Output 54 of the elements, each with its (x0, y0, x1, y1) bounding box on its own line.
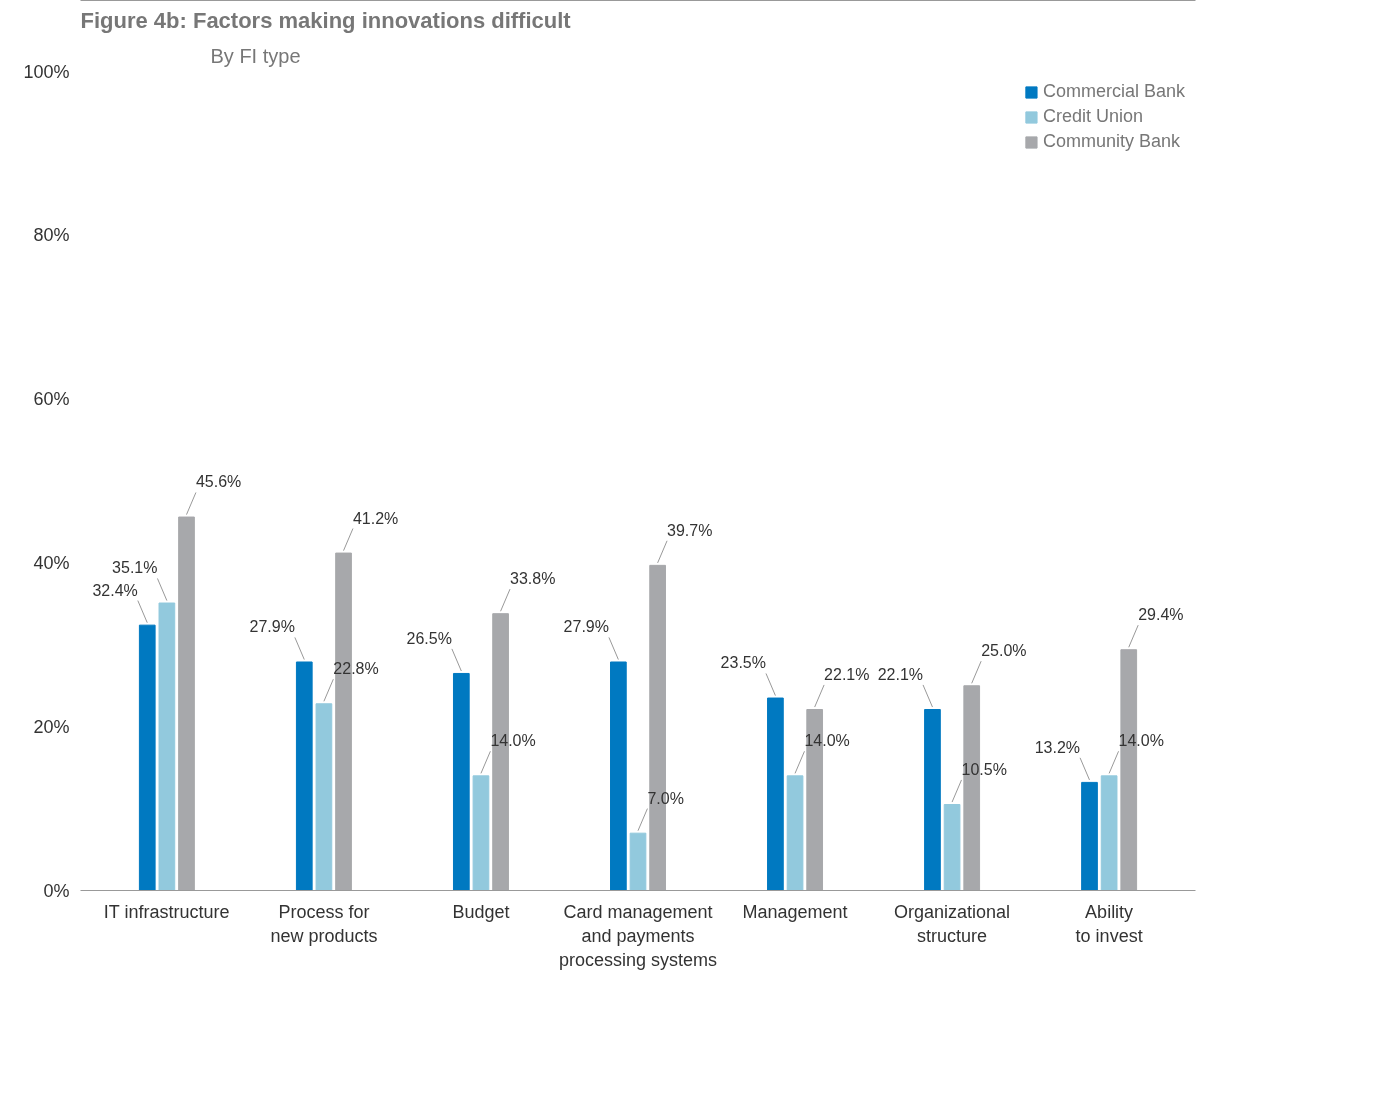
y-tick-label: 40% (33, 552, 70, 573)
x-tick-label: Budget (452, 901, 510, 922)
data-label: 22.8% (333, 660, 379, 678)
data-label: 29.4% (1138, 606, 1184, 624)
data-label: 14.0% (1118, 732, 1164, 750)
x-tick-label: Organizational structure (894, 901, 1011, 946)
y-tick-label: 0% (43, 880, 70, 901)
bar (472, 775, 490, 891)
y-tick-label: 100% (23, 61, 70, 82)
y-tick-label: 60% (33, 389, 70, 410)
legend-label: Community Bank (1042, 131, 1181, 152)
legend-label: Commercial Bank (1042, 81, 1185, 102)
bar (924, 709, 941, 891)
data-label: 25.0% (981, 642, 1027, 660)
data-label: 26.5% (406, 629, 452, 647)
data-label: 35.1% (112, 559, 158, 577)
y-tick-label: 20% (33, 716, 70, 737)
data-label: 14.0% (490, 732, 536, 750)
data-label: 10.5% (961, 760, 1007, 778)
data-label: 14.0% (804, 732, 850, 750)
bar (295, 661, 313, 891)
y-tick-label: 80% (33, 225, 70, 246)
data-label: 27.9% (249, 618, 295, 636)
data-label: 7.0% (647, 789, 684, 807)
bar (178, 516, 195, 891)
data-label: 23.5% (720, 654, 766, 672)
data-label: 41.2% (352, 509, 399, 527)
bar (1081, 781, 1098, 891)
data-label: 13.2% (1034, 738, 1081, 756)
data-label: 22.1% (824, 665, 870, 683)
data-label: 27.9% (563, 618, 609, 636)
chart-title: Figure 4b: Factors making innovations difficult (80, 7, 572, 33)
bar (158, 602, 176, 891)
data-label: 45.6% (195, 473, 242, 491)
x-tick-label: Ability to invest (1075, 901, 1143, 946)
legend-label: Credit Union (1042, 106, 1143, 127)
x-tick-label: IT infrastructure (103, 901, 230, 922)
bar (629, 832, 647, 891)
x-tick-label: Management (742, 901, 848, 922)
bar (943, 804, 961, 891)
bar (767, 697, 784, 891)
data-label: 22.1% (877, 665, 924, 683)
data-label: 32.4% (92, 581, 138, 599)
bar (315, 703, 333, 891)
data-label: 33.8% (510, 570, 556, 588)
x-tick-label: Process for new products (270, 901, 378, 946)
bar (452, 672, 470, 891)
bar (786, 775, 804, 891)
bar (1100, 775, 1118, 891)
bar (610, 661, 627, 891)
data-label: 39.7% (667, 521, 713, 539)
bar (138, 624, 156, 891)
chart-subtitle: By FI type (210, 44, 301, 67)
x-tick-label: Card management and payments processing systems (558, 901, 718, 970)
